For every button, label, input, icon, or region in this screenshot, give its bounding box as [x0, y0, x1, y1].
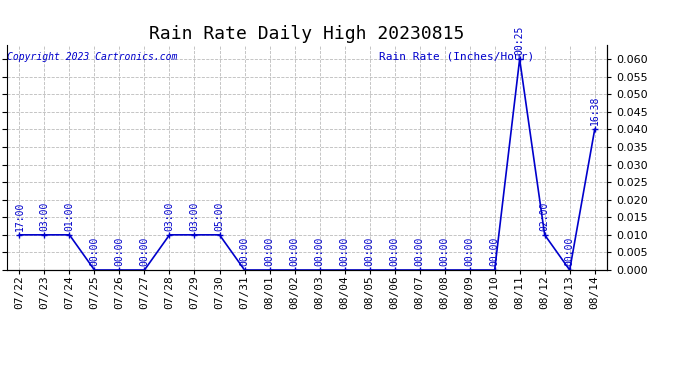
Text: 00:00: 00:00	[415, 237, 424, 266]
Text: Copyright 2023 Cartronics.com: Copyright 2023 Cartronics.com	[7, 52, 177, 62]
Text: 00:00: 00:00	[290, 237, 299, 266]
Text: 00:00: 00:00	[390, 237, 400, 266]
Text: 16:38: 16:38	[590, 96, 600, 125]
Title: Rain Rate Daily High 20230815: Rain Rate Daily High 20230815	[149, 26, 465, 44]
Text: 02:00: 02:00	[540, 201, 550, 231]
Text: 01:00: 01:00	[64, 201, 75, 231]
Text: 00:00: 00:00	[490, 237, 500, 266]
Text: 00:00: 00:00	[90, 237, 99, 266]
Text: 03:00: 03:00	[164, 201, 175, 231]
Text: 00:00: 00:00	[315, 237, 324, 266]
Text: 03:00: 03:00	[190, 201, 199, 231]
Text: Rain Rate (Inches/Hour): Rain Rate (Inches/Hour)	[379, 52, 534, 62]
Text: 00:00: 00:00	[564, 237, 575, 266]
Text: 00:00: 00:00	[139, 237, 150, 266]
Text: 00:00: 00:00	[339, 237, 350, 266]
Text: 17:00: 17:00	[14, 201, 24, 231]
Text: 00:00: 00:00	[264, 237, 275, 266]
Text: 05:00: 05:00	[215, 201, 224, 231]
Text: 00:00: 00:00	[364, 237, 375, 266]
Text: 00:00: 00:00	[440, 237, 450, 266]
Text: 00:25: 00:25	[515, 26, 524, 55]
Text: 00:00: 00:00	[115, 237, 124, 266]
Text: 03:00: 03:00	[39, 201, 50, 231]
Text: 00:00: 00:00	[464, 237, 475, 266]
Text: 00:00: 00:00	[239, 237, 250, 266]
